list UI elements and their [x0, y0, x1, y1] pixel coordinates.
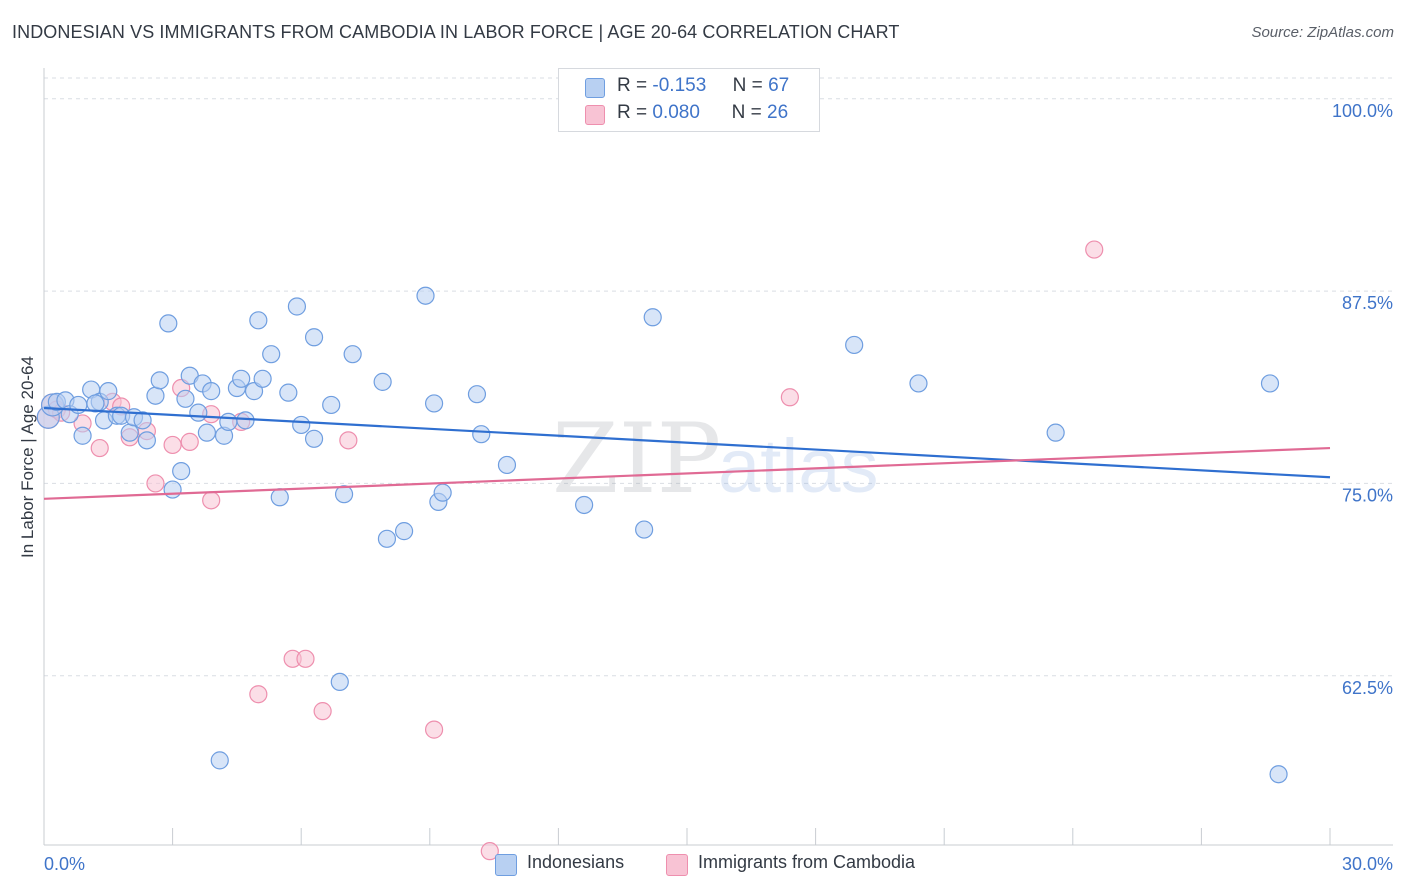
indonesians-point	[330, 672, 349, 692]
indonesians-point	[232, 369, 251, 388]
legend-label-cambodia: Immigrants from Cambodia	[698, 852, 916, 872]
indonesians-point	[176, 389, 195, 408]
legend-swatch-pink	[666, 854, 688, 876]
cambodia-point	[163, 435, 182, 455]
indonesians-point	[343, 345, 362, 364]
y-tick-labels: 62.5% 75.0% 87.5% 100.0%	[1332, 101, 1393, 698]
cambodia-point	[202, 491, 221, 510]
indonesians-point	[575, 495, 594, 515]
cambodia-point	[1085, 240, 1104, 259]
cambodia-point	[146, 474, 165, 493]
cambodia-point	[249, 685, 268, 704]
cambodia-point	[296, 649, 315, 668]
indonesians-point	[219, 412, 238, 431]
indonesians-point	[244, 382, 264, 401]
chart-title: INDONESIAN VS IMMIGRANTS FROM CAMBODIA I…	[12, 22, 900, 42]
indonesians-point	[210, 751, 229, 770]
indonesians-point	[236, 411, 255, 430]
indonesians-point	[304, 429, 324, 448]
trend-line-indonesians	[43, 406, 1331, 479]
indonesians-point	[150, 371, 169, 390]
indonesians-point	[334, 485, 354, 504]
indonesians-point	[270, 488, 289, 507]
x-tick-label-max: 30.0%	[1342, 854, 1393, 874]
y-axis-label: In Labor Force | Age 20-64	[18, 356, 37, 558]
legend-r-label: R =	[617, 75, 648, 96]
legend-swatch-blue	[495, 854, 517, 876]
indonesians-point	[133, 411, 152, 430]
legend-n-label: N =	[732, 75, 763, 96]
indonesians-point	[279, 383, 298, 402]
series-indonesians-points	[36, 286, 1288, 784]
indonesians-point	[909, 374, 928, 393]
indonesians-point	[1269, 765, 1288, 784]
trend-line-cambodia	[43, 446, 1331, 500]
legend-label-indonesians: Indonesians	[527, 852, 625, 872]
indonesians-point	[292, 415, 311, 435]
indonesians-point	[197, 423, 216, 442]
legend-n-value: 67	[768, 75, 790, 96]
indonesians-point	[202, 382, 221, 401]
watermark: ZIP atlas	[552, 403, 879, 515]
axes	[43, 68, 1393, 846]
indonesians-point	[120, 423, 139, 442]
cambodia-point	[424, 720, 444, 739]
stats-legend: R = -0.153 N = 67 R = 0.080 N = 26	[558, 68, 820, 132]
indonesians-point	[424, 394, 444, 413]
indonesians-point	[394, 522, 414, 541]
indonesians-point	[172, 462, 191, 481]
legend-swatch-pink	[585, 105, 605, 125]
indonesians-point	[287, 297, 307, 316]
indonesians-point	[304, 328, 324, 347]
series-cambodia-points	[36, 240, 1104, 861]
indonesians-point	[86, 394, 105, 413]
indonesians-point	[253, 369, 272, 388]
source-label: Source: ZipAtlas.com	[1251, 24, 1394, 41]
indonesians-point	[433, 483, 452, 502]
indonesians-point	[643, 308, 662, 327]
legend-n-value: 26	[767, 102, 789, 123]
indonesians-point	[377, 529, 397, 548]
indonesians-point	[1260, 374, 1280, 393]
indonesians-point	[416, 286, 435, 305]
indonesians-point	[1046, 423, 1065, 442]
cambodia-point	[90, 438, 109, 458]
indonesians-point	[845, 335, 864, 355]
x-tick-label-min: 0.0%	[44, 854, 85, 874]
indonesians-point	[99, 382, 118, 401]
indonesians-point	[159, 314, 178, 333]
indonesians-point	[163, 480, 182, 499]
legend-r-value: 0.080	[652, 102, 700, 123]
legend-n-label: N =	[731, 102, 762, 123]
indonesians-point	[497, 455, 517, 475]
indonesians-point	[137, 431, 156, 450]
cambodia-point	[180, 432, 199, 451]
trend-lines	[43, 406, 1331, 500]
indonesians-point	[472, 425, 491, 444]
indonesians-point	[635, 520, 654, 539]
y-tick-label: 75.0%	[1342, 485, 1393, 505]
legend-r-value: -0.153	[652, 75, 707, 96]
y-tick-label: 100.0%	[1332, 101, 1393, 121]
cambodia-point	[313, 702, 332, 721]
legend-swatch-blue	[585, 78, 605, 98]
indonesians-point	[373, 372, 392, 391]
legend-r-label: R =	[617, 102, 648, 123]
indonesians-point	[262, 345, 281, 364]
watermark-zip: ZIP	[552, 403, 721, 515]
indonesians-point	[189, 403, 208, 422]
indonesians-point	[467, 385, 487, 404]
cambodia-point	[780, 388, 799, 407]
indonesians-point	[322, 395, 341, 415]
indonesians-point	[249, 311, 268, 330]
indonesians-point	[73, 426, 92, 445]
cambodia-point	[480, 842, 499, 861]
y-tick-label: 62.5%	[1342, 678, 1393, 698]
y-tick-label: 87.5%	[1342, 293, 1393, 313]
x-ticks	[43, 828, 1331, 845]
cambodia-point	[339, 431, 358, 450]
indonesians-point	[146, 386, 165, 405]
